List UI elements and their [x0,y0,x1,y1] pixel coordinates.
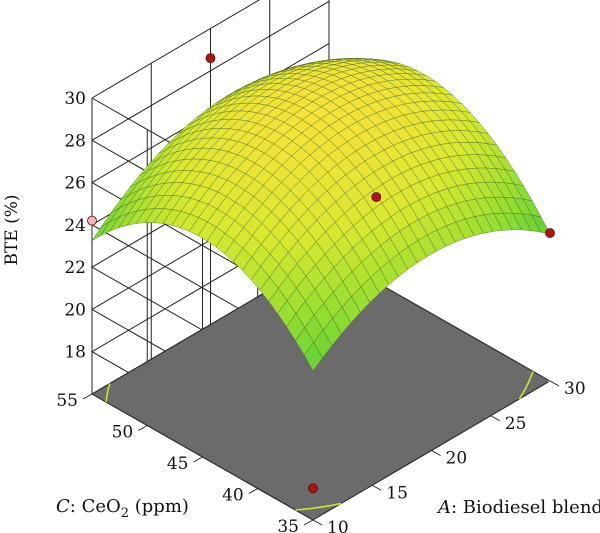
design-point [545,228,555,238]
a-tick-mark [312,519,323,526]
response-surface [91,58,551,372]
a-tick-label: 15 [386,483,408,503]
c-tick-label: 40 [222,486,244,506]
z-tick-label: 20 [64,300,86,320]
c-tick-label: 45 [167,454,189,474]
design-point [205,53,216,63]
a-tick-mark [490,415,500,422]
z-tick-label: 22 [64,258,86,278]
a-tick-label: 30 [564,379,586,399]
z-tick-label: 18 [64,343,86,363]
a-tick-mark [431,450,441,456]
c-axis-label-prefix: C [56,496,70,517]
z-axis-label: BTE (%) [2,194,22,265]
c-tick-mark [138,425,148,431]
axes: 18 20 22 24 26 28 30 35 40 45 50 55 10 15 20 25 30 [56,89,585,533]
a-tick-mark [549,380,560,387]
c-axis-label-unit: (ppm) [129,496,189,517]
design-point [87,215,97,226]
z-tick-label: 26 [64,174,86,194]
z-tick-label: 28 [64,131,86,151]
c-axis-label-sub: 2 [121,506,129,521]
z-tick-label: 24 [64,216,86,236]
surface-cell [303,341,323,372]
contour-line [547,380,550,383]
a-tick-label: 20 [446,449,468,469]
c-tick-mark [248,488,258,494]
a-tick-label: 25 [505,414,527,434]
c-tick-mark [82,393,93,400]
c-tick-label: 35 [277,517,299,533]
c-axis-label: C: CeO2 (ppm) [56,496,189,521]
c-tick-mark [193,456,203,463]
design-point [371,192,382,202]
a-axis-label: A: Biodiesel blend [436,497,600,518]
a-tick-label: 10 [327,518,349,533]
design-point [308,483,318,494]
a-axis-label-prefix: A [436,497,451,518]
a-axis-label-text: : Biodiesel blend [451,497,600,518]
contour-line [105,371,534,511]
design-points [205,53,555,494]
z-tick-label: 30 [64,89,86,109]
c-tick-label: 50 [112,423,134,443]
a-tick-mark [372,484,382,491]
c-tick-label: 55 [56,391,78,411]
c-tick-mark [303,519,314,526]
c-axis-label-text: : CeO [70,496,121,517]
